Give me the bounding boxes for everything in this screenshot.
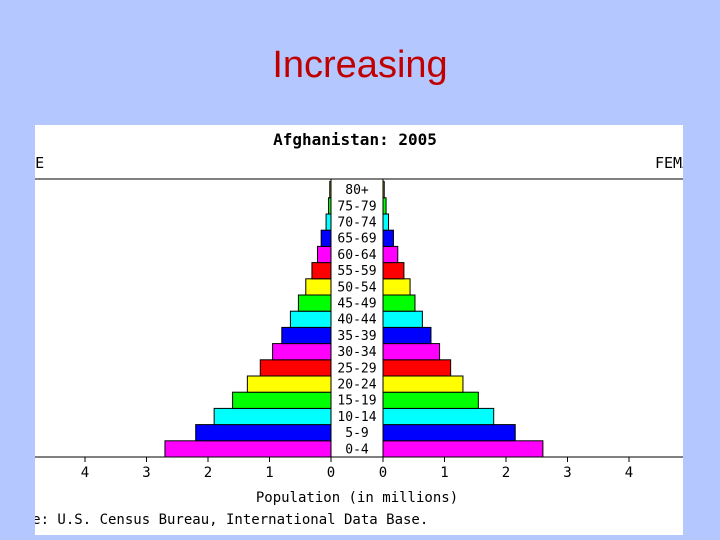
male-bar: [232, 391, 332, 409]
age-group-label: 55-59: [337, 264, 376, 279]
age-group-label: 80+: [345, 183, 369, 198]
female-bar: [382, 213, 390, 231]
female-tick-label: 0: [379, 465, 387, 481]
female-bar: [382, 375, 464, 393]
male-bar: [311, 262, 332, 280]
male-tick-label: 0: [327, 465, 335, 481]
slide-title: Increasing: [272, 44, 448, 86]
female-bar: [382, 326, 432, 345]
male-tick-label: 2: [204, 465, 212, 481]
male-bar: [281, 326, 332, 345]
female-bar: [382, 391, 479, 409]
age-group-label: 20-24: [337, 378, 376, 393]
male-bar: [246, 375, 332, 393]
male-tick-label: 1: [265, 465, 273, 481]
female-bar: [382, 262, 405, 280]
female-bar: [382, 407, 495, 426]
female-label: FEMALE: [655, 154, 683, 172]
female-bar: [382, 343, 441, 361]
age-group-label: 45-49: [337, 297, 376, 312]
male-tick-label: 4: [81, 465, 89, 481]
age-group-label: 5-9: [345, 426, 368, 441]
chart-title: Afghanistan: 2005: [273, 130, 437, 149]
female-bar: [382, 359, 452, 377]
age-group-label: 60-64: [337, 248, 376, 263]
age-group-label: 40-44: [337, 313, 376, 328]
age-group-label: 70-74: [337, 216, 376, 231]
male-label: MALE: [35, 154, 44, 172]
male-bar: [325, 213, 332, 231]
age-group-label: 65-69: [337, 232, 376, 247]
female-bar: [382, 294, 416, 312]
male-bar: [305, 278, 332, 296]
age-group-label: 75-79: [337, 199, 376, 214]
female-bar: [382, 278, 411, 296]
female-tick-label: 1: [440, 465, 448, 481]
x-axis-label: Population (in millions): [256, 490, 458, 506]
female-tick-label: 4: [625, 465, 633, 481]
source-note: Source: U.S. Census Bureau, Internationa…: [35, 512, 428, 528]
male-bar: [164, 440, 332, 458]
male-tick-label: 3: [142, 465, 150, 481]
population-pyramid-chart: Afghanistan: 2005 MALE FEMALE Population…: [35, 130, 683, 528]
age-group-label: 30-34: [337, 345, 376, 360]
age-group-label: 10-14: [337, 410, 376, 425]
female-bar: [382, 440, 544, 458]
male-bar: [289, 310, 332, 328]
female-bar: [382, 245, 399, 264]
female-bar: [382, 310, 423, 328]
male-bar: [272, 343, 332, 361]
female-tick-label: 2: [502, 465, 510, 481]
age-group-label: 0-4: [345, 442, 369, 457]
female-tick-label: 3: [563, 465, 571, 481]
male-bar: [316, 245, 332, 264]
male-bar: [195, 424, 332, 442]
female-bar: [382, 424, 516, 442]
age-group-label: 35-39: [337, 329, 376, 344]
female-bar: [382, 229, 394, 247]
chart-panel: Afghanistan: 2005 MALE FEMALE Population…: [35, 125, 683, 535]
age-group-label: 25-29: [337, 361, 376, 376]
age-group-label: 15-19: [337, 394, 376, 409]
male-bar: [297, 294, 332, 312]
male-bar: [320, 229, 332, 247]
age-group-label: 50-54: [337, 280, 376, 295]
male-bar: [213, 407, 332, 426]
male-bar: [259, 359, 332, 377]
